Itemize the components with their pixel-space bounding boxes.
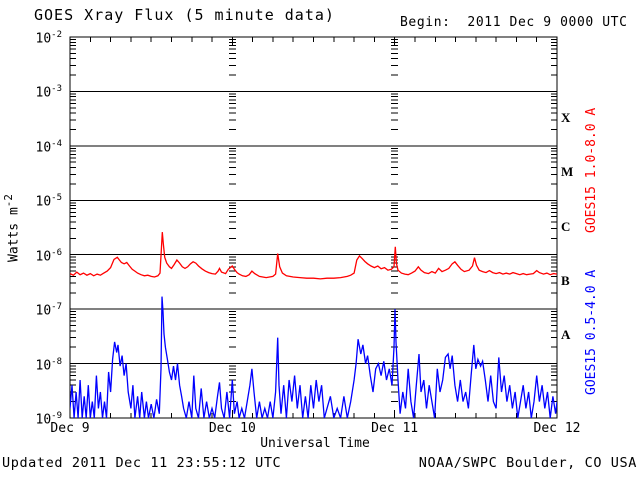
y-tick-label: 10-8 [35,356,63,373]
y-axis-label: Watts m-2 [2,194,22,262]
flare-class-letter-a: A [561,327,571,343]
flare-class-letter-b: B [561,272,570,288]
long-channel-legend-label: GOES15 1.0-8.0 A [584,107,599,233]
y-tick-label: 10-6 [35,247,63,265]
long-channel-curve [70,232,557,280]
y-tick-label: 10-9 [35,411,63,428]
updated-timestamp: Updated 2011 Dec 11 23:55:12 UTC [2,455,282,471]
source-attribution: NOAA/SWPC Boulder, CO USA [418,455,637,471]
x-tick-label: Dec 11 [371,421,419,436]
x-axis-label: Universal Time [260,436,370,451]
x-tick-label: Dec 9 [50,421,90,436]
chart-title: GOES Xray Flux (5 minute data) [34,6,335,24]
y-tick-label: 10-7 [35,302,63,319]
short-channel-legend-label: GOES15 0.5-4.0 A [584,269,599,395]
plot-frame [69,36,558,419]
y-tick-label: 10-2 [35,30,63,47]
short-channel-curve [70,296,557,418]
y-tick-label: 10-5 [35,193,63,210]
begin-time-label: Begin: 2011 Dec 9 0000 UTC [400,15,628,30]
x-tick-label: Dec 12 [533,421,581,436]
flare-class-letter-m: M [561,164,574,180]
y-tick-label: 10-4 [35,138,63,156]
flare-class-letter-x: X [561,109,571,125]
flare-class-letter-c: C [561,218,571,234]
y-tick-label: 10-3 [35,84,63,101]
x-tick-label: Dec 10 [208,421,256,436]
